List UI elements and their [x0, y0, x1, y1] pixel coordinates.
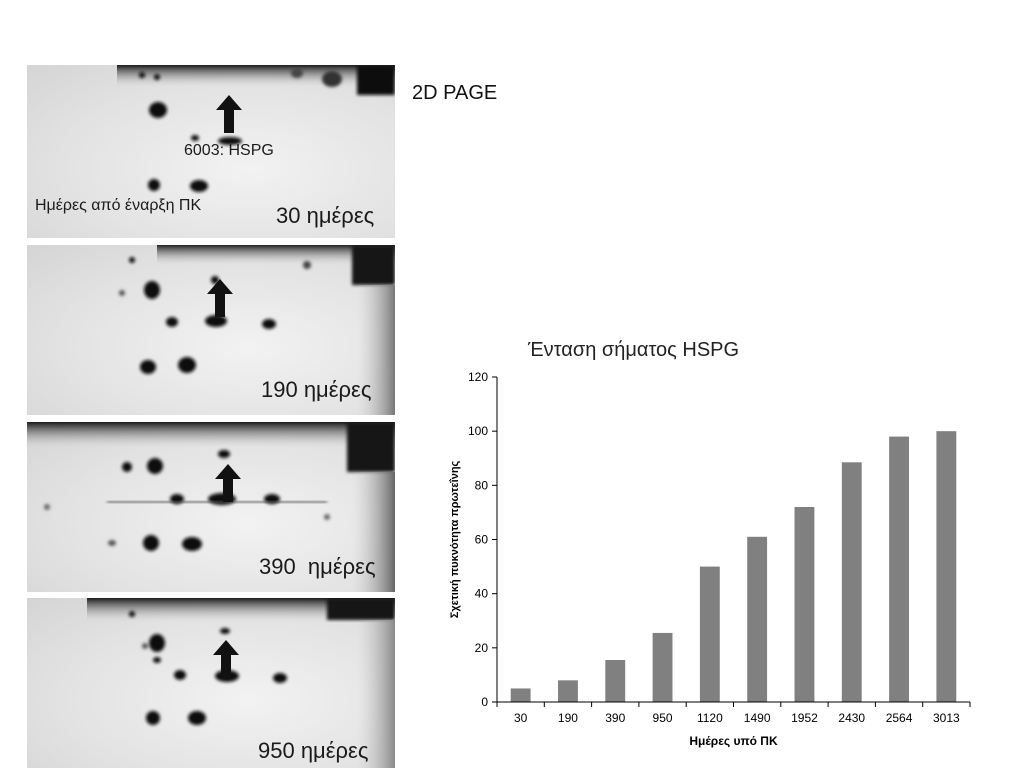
gel-days-label: 190 ημέρες [261, 377, 372, 402]
gel-spots [27, 422, 395, 592]
gel-image-390-days: 390 ημέρες [27, 422, 395, 592]
bar-190 [558, 680, 578, 702]
axis-annotation: Ημέρες από έναρξη ΠΚ [35, 197, 202, 214]
gel-days-label: 950 ημέρες [258, 738, 369, 763]
gel-image-190-days: 190 ημέρες [27, 245, 395, 415]
y-tick-label: 0 [481, 695, 488, 709]
x-tick-label: 2430 [838, 711, 865, 725]
arrow-up-icon [215, 464, 241, 502]
x-tick-label: 30 [514, 711, 528, 725]
x-tick-label: 950 [653, 711, 673, 725]
bar-3013 [936, 431, 957, 702]
x-tick-label: 190 [558, 711, 578, 725]
arrow-up-icon [213, 640, 239, 678]
x-tick-label: 2564 [886, 711, 913, 725]
bar-950 [652, 632, 673, 702]
y-axis-title: Σχετική πυκνότητα πρωτεΐνης [449, 460, 461, 618]
arrow-up-icon [216, 95, 242, 133]
x-tick-label: 390 [605, 711, 625, 725]
bar-2430 [841, 462, 862, 702]
y-tick-label: 80 [475, 478, 489, 492]
gel-spots [119, 245, 395, 415]
y-tick-label: 120 [468, 370, 488, 384]
x-tick-label: 1952 [791, 711, 818, 725]
x-tick-label: 1490 [744, 711, 771, 725]
protein-annotation: 6003: HSPG [184, 142, 274, 159]
gel-days-label: 390 ημέρες [259, 554, 376, 579]
bar-30 [510, 688, 531, 702]
y-tick-label: 100 [468, 424, 488, 438]
x-axis-title: Ημέρες υπό ΠΚ [689, 734, 778, 748]
gel-image-30-days: 6003: HSPG Ημέρες από έναρξη ΠΚ 30 ημέρε… [27, 65, 395, 238]
gel-days-label: 30 ημέρες [276, 203, 375, 228]
y-tick-label: 20 [475, 641, 489, 655]
bar-390 [605, 660, 626, 702]
chart-title: Ένταση σήματος HSPG [528, 339, 740, 361]
bar-1952 [794, 507, 815, 702]
gel-spots [87, 598, 395, 768]
arrow-up-icon [207, 279, 233, 317]
gel-image-950-days: 950 ημέρες [27, 598, 395, 768]
y-tick-label: 60 [475, 533, 489, 547]
bar-1120 [699, 566, 720, 702]
x-tick-label: 1120 [697, 711, 723, 725]
y-tick-label: 40 [475, 587, 489, 601]
page-title: 2D PAGE [412, 82, 498, 104]
gel-spots [117, 65, 395, 192]
bar-1490 [747, 536, 768, 702]
bar-2564 [889, 436, 909, 702]
bar-chart: 0 20 40 60 80 100 120 30 190 390 950 1120 1490 1952 2… [449, 370, 971, 748]
x-tick-label: 3013 [933, 711, 960, 725]
